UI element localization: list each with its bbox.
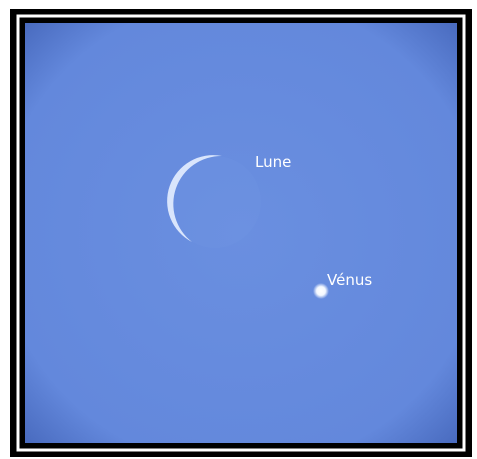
moon-label: Lune — [255, 153, 291, 171]
page: Lune Vénus (() => { const data = JSON.pa… — [0, 0, 477, 459]
photo-frame: Lune Vénus — [0, 0, 477, 459]
venus-label: Vénus — [327, 271, 372, 289]
moon — [167, 155, 261, 248]
